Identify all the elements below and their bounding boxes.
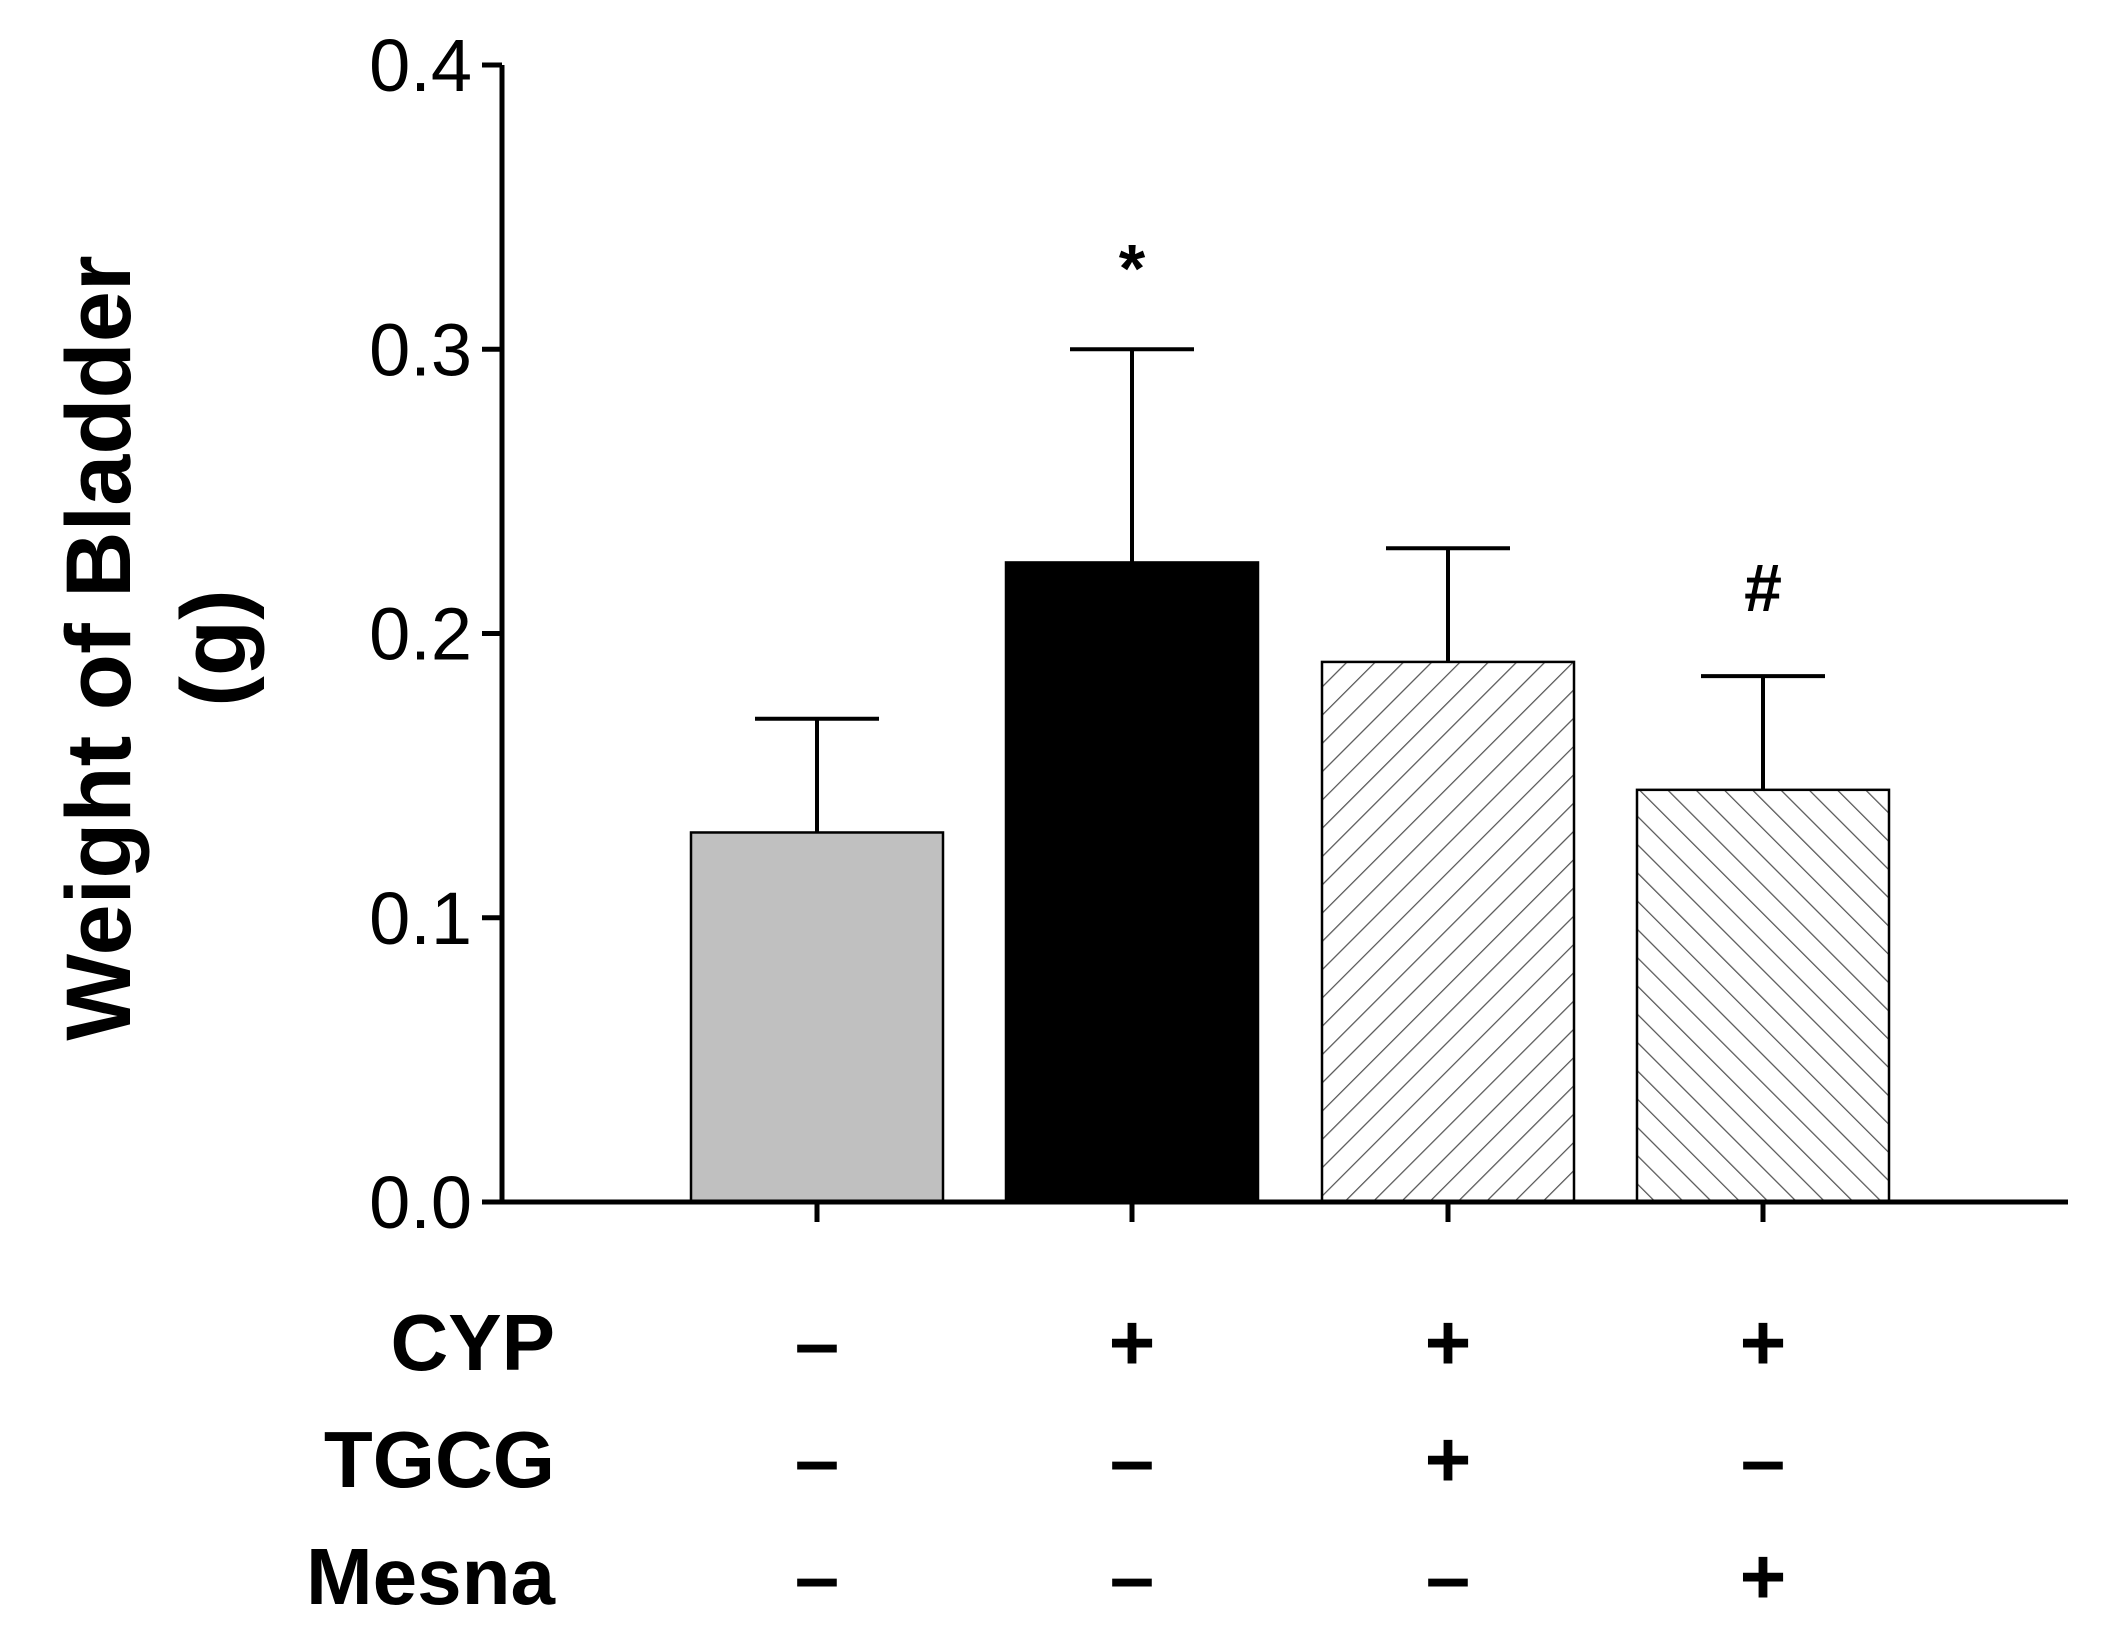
minus-symbol: – [1741,1415,1786,1504]
bar-2 [1004,561,1260,1204]
y-axis-label-line-1: Weight of Bladder [48,255,150,1040]
annotations-group: *# [1119,230,1782,626]
minus-symbol: – [795,1298,840,1387]
significance-asterisk: * [1119,230,1146,306]
plus-symbol: + [1740,1532,1787,1621]
bar-1 [689,831,945,1204]
plus-symbol: + [1425,1415,1472,1504]
bar-4 [1635,788,1891,1204]
minus-symbol: – [1426,1532,1471,1621]
row-label-tgcg: TGCG [324,1415,555,1504]
y-tick-label: 0.3 [369,308,472,391]
y-axis-label: Weight of Bladder (g) [48,255,265,1040]
significance-hash: # [1744,550,1782,626]
y-tick-label: 0.4 [369,24,472,107]
y-tick-label: 0.1 [369,877,472,960]
treatment-table: CYP TGCG Mesna – + + + – – + – – – – + [306,1298,1786,1621]
y-axis-ticks: 0.0 0.1 0.2 0.3 0.4 [369,24,502,1244]
y-axis-label-line-2: (g) [163,589,265,706]
minus-symbol: – [1110,1532,1155,1621]
x-axis-ticks [814,1202,1766,1222]
y-tick-label: 0.2 [369,593,472,676]
plus-symbol: + [1740,1298,1787,1387]
minus-symbol: – [795,1532,840,1621]
minus-symbol: – [795,1415,840,1504]
bar-3 [1320,660,1576,1204]
row-label-cyp: CYP [391,1298,556,1387]
plus-symbol: + [1425,1298,1472,1387]
bars-group [689,347,1891,1204]
treatment-symbols: – + + + – – + – – – – + [795,1298,1787,1621]
y-tick-label: 0.0 [369,1161,472,1244]
minus-symbol: – [1110,1415,1155,1504]
plus-symbol: + [1109,1298,1156,1387]
row-label-mesna: Mesna [306,1532,555,1621]
